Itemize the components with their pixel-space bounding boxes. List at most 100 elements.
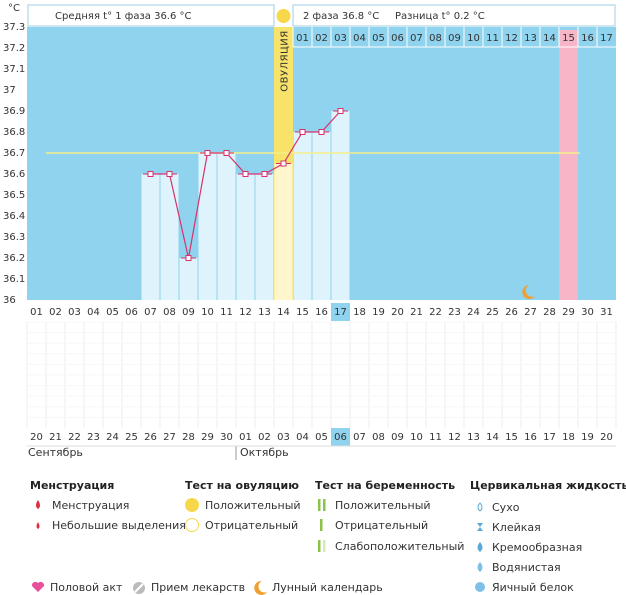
date-label: 12 [448,432,461,443]
y-tick-label: 36.8 [3,127,25,138]
cycle-day: 11 [486,33,499,44]
icon [134,583,144,593]
temp-bar [217,153,236,300]
cycle-day: 10 [467,33,480,44]
x-tick-label: 14 [277,307,290,318]
date-label: 18 [562,432,575,443]
ovulation-label: ОВУЛЯЦИЯ [280,30,291,92]
cycle-day: 14 [543,33,556,44]
header-diff: Разница t° 0.2 °C [395,11,485,22]
date-label: 27 [163,432,176,443]
temp-bar [141,174,160,300]
x-tick-label: 10 [201,307,214,318]
header-box [27,4,275,27]
x-tick-label: 26 [505,307,518,318]
date-label: 09 [391,432,404,443]
icon [320,519,323,531]
icon [475,582,485,592]
temp-point [204,150,211,156]
temp-bar [179,258,198,300]
date-label: 04 [296,432,309,443]
x-tick-label: 15 [296,307,309,318]
temp-point [280,160,287,167]
date-label: 01 [239,432,252,443]
date-label: 19 [581,432,594,443]
cycle-day: 05 [372,33,385,44]
x-tick-label: 21 [410,307,423,318]
icon [185,518,199,532]
date-label: 25 [125,432,138,443]
temp-point [261,171,268,177]
x-tick-label: 29 [562,307,575,318]
date-label: 28 [182,432,195,443]
date-label: 03 [277,432,290,443]
x-tick-label: 02 [49,307,62,318]
legend-item: Половой акт [50,581,123,594]
temp-point [147,171,154,177]
y-tick-label: 36.5 [3,190,25,201]
date-label: 22 [68,432,81,443]
x-tick-label: 30 [581,307,594,318]
icon [36,522,40,529]
temp-bar [331,111,350,300]
month-label: Октябрь [240,446,289,459]
temp-bar [198,153,217,300]
icon [323,499,326,511]
x-tick-label: 19 [372,307,385,318]
date-label: 16 [524,432,537,443]
y-tick-label: 36 [3,295,16,306]
legend-item: Лунный календарь [272,581,383,594]
x-tick-label: 01 [30,307,43,318]
date-label: 15 [505,432,518,443]
temp-bar [160,174,179,300]
cycle-day: 08 [429,33,442,44]
temp-point [242,171,249,177]
legend-item: Сухо [492,501,520,514]
date-label: 24 [106,432,119,443]
header-phase2: 2 фаза 36.8 °C [303,11,379,22]
temp-point [318,129,325,135]
y-tick-label: 37.3 [3,22,25,33]
legend-title: Тест на овуляцию [185,479,299,492]
legend-item: Кремообразная [492,541,582,554]
y-tick-label: 36.6 [3,169,25,180]
y-tick-label: 36.4 [3,211,25,222]
legend-item: Небольшие выделения [52,519,186,532]
icon [31,581,45,592]
cycle-day: 02 [315,33,328,44]
date-label: 21 [49,432,62,443]
legend: Менструация Менструация Небольшие выделе… [30,479,626,595]
legend-item: Клейкая [492,521,541,534]
legend-item: Отрицательный [335,519,428,532]
legend-item: Положительный [335,499,431,512]
date-label: 30 [220,432,233,443]
month-label: Сентябрь [28,446,83,459]
x-tick-label: 24 [467,307,480,318]
header-box [292,4,616,27]
x-tick-label: 17 [334,307,347,318]
legend-title: Менструация [30,479,114,492]
cycle-day: 16 [581,33,594,44]
date-label: 10 [410,432,423,443]
legend-item: Отрицательный [205,519,298,532]
period-column [559,30,578,300]
cycle-day: 03 [334,33,347,44]
icon [318,499,321,511]
icon [254,580,267,595]
temp-bar [274,163,293,300]
y-tick-label: 36.3 [3,232,25,243]
date-label: 17 [543,432,556,443]
cycle-day: 09 [448,33,461,44]
temp-bar [312,132,331,300]
ovulation-sun [276,9,291,23]
icon [477,502,483,512]
date-label: 05 [315,432,328,443]
date-label: 14 [486,432,499,443]
legend-item: Положительный [205,499,301,512]
x-tick-label: 25 [486,307,499,318]
temp-point [185,255,192,261]
y-tick-label: 37.1 [3,64,25,75]
cycle-day: 13 [524,33,537,44]
temp-bar [236,174,255,300]
x-tick-label: 23 [448,307,461,318]
